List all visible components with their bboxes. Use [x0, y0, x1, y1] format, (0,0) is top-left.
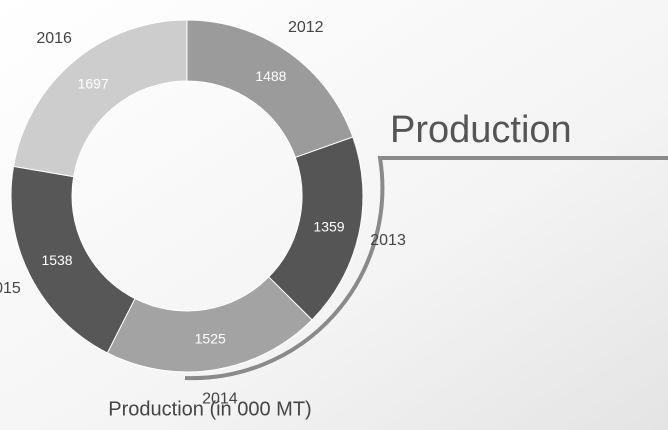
value-label: 1359: [313, 218, 344, 234]
decor-line: [184, 156, 668, 381]
category-label: 2013: [370, 232, 406, 249]
category-label: 2016: [36, 30, 72, 47]
value-label: 1697: [78, 75, 109, 91]
category-label: 2014: [202, 391, 238, 408]
value-label: 1488: [255, 68, 286, 84]
chart-subtitle: Production (in 000 MT): [108, 398, 311, 420]
donut-segment: [12, 19, 188, 178]
value-label: 1538: [41, 252, 72, 268]
category-label: 2012: [288, 19, 324, 36]
value-label: 1525: [195, 330, 226, 346]
category-label: 2015: [0, 280, 21, 297]
chart-title: Production: [390, 109, 572, 151]
